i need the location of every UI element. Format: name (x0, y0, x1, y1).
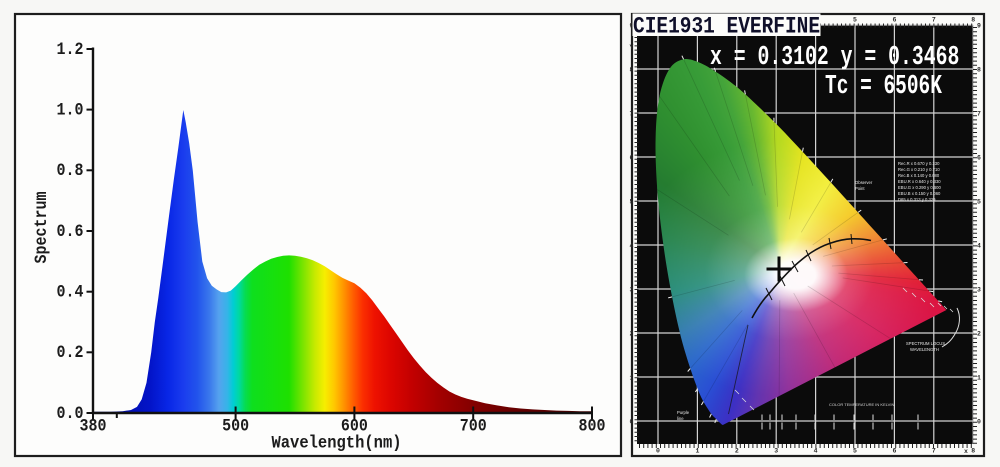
svg-text:Y: Y (630, 44, 634, 51)
svg-text:4: 4 (630, 243, 634, 250)
svg-text:4: 4 (814, 448, 818, 455)
svg-text:7: 7 (630, 111, 634, 118)
svg-text:4: 4 (977, 243, 981, 250)
svg-text:1: 1 (630, 375, 634, 382)
svg-text:Point: Point (855, 186, 865, 191)
svg-text:8: 8 (971, 448, 975, 455)
svg-text:0: 0 (977, 419, 981, 426)
svg-text:6: 6 (977, 155, 981, 162)
svg-text:3: 3 (977, 287, 981, 294)
svg-text:7: 7 (932, 17, 936, 24)
svg-text:0.6: 0.6 (57, 222, 84, 241)
svg-text:5: 5 (977, 199, 981, 206)
svg-text:0.4: 0.4 (57, 283, 84, 302)
svg-text:x: x (964, 448, 968, 455)
svg-text:SPECTRUM LOCUS: SPECTRUM LOCUS (906, 341, 945, 346)
svg-text:6: 6 (630, 155, 634, 162)
svg-text:8: 8 (971, 17, 975, 24)
svg-text:600: 600 (341, 417, 368, 436)
svg-text:0.8: 0.8 (57, 161, 84, 180)
svg-text:7: 7 (932, 448, 936, 455)
svg-text:D65 x 0.313 y 0.329: D65 x 0.313 y 0.329 (898, 197, 936, 202)
svg-text:Observer: Observer (855, 180, 873, 185)
svg-text:Tc = 6506K: Tc = 6506K (825, 71, 943, 102)
svg-text:7: 7 (977, 111, 981, 118)
svg-text:Wavelength(nm): Wavelength(nm) (271, 434, 401, 454)
svg-text:8: 8 (977, 67, 981, 74)
svg-text:6: 6 (892, 17, 896, 24)
svg-text:EBU.G x 0.290 y 0.600: EBU.G x 0.290 y 0.600 (898, 185, 942, 190)
svg-text:5: 5 (853, 17, 857, 24)
svg-text:2: 2 (735, 448, 739, 455)
svg-text:9: 9 (630, 23, 634, 30)
svg-text:1.2: 1.2 (57, 40, 84, 59)
svg-text:9: 9 (977, 23, 981, 30)
svg-text:1: 1 (695, 448, 699, 455)
svg-text:2: 2 (630, 331, 634, 338)
svg-text:2: 2 (977, 331, 981, 338)
svg-text:5: 5 (630, 199, 634, 206)
svg-text:6: 6 (892, 448, 896, 455)
svg-text:Rec.G x 0.210 y 0.710: Rec.G x 0.210 y 0.710 (898, 167, 940, 172)
svg-text:700: 700 (460, 417, 487, 436)
svg-text:Spectrum: Spectrum (32, 191, 51, 263)
svg-text:1: 1 (977, 375, 981, 382)
svg-text:Rec.B x 0.140 y 0.080: Rec.B x 0.140 y 0.080 (898, 173, 940, 178)
svg-text:0.2: 0.2 (57, 343, 84, 362)
svg-text:0: 0 (656, 448, 660, 455)
svg-text:COLOR TEMPERATURE IN KELVIN: COLOR TEMPERATURE IN KELVIN (829, 402, 894, 407)
svg-text:500: 500 (222, 417, 249, 436)
svg-text:5: 5 (853, 448, 857, 455)
svg-text:WAVELENGTH: WAVELENGTH (910, 347, 939, 352)
svg-text:EBU.R x 0.640 y 0.330: EBU.R x 0.640 y 0.330 (898, 179, 941, 184)
svg-text:Purple: Purple (677, 410, 690, 415)
svg-text:line: line (677, 416, 684, 421)
svg-text:Rec.R x 0.670 y 0.330: Rec.R x 0.670 y 0.330 (898, 161, 940, 166)
svg-text:x = 0.3102 y = 0.3468: x = 0.3102 y = 0.3468 (710, 42, 959, 73)
svg-text:CIE1931 EVERFINE: CIE1931 EVERFINE (633, 14, 820, 40)
svg-text:8: 8 (630, 67, 634, 74)
svg-text:1.0: 1.0 (57, 101, 84, 120)
svg-text:3: 3 (774, 448, 778, 455)
svg-text:800: 800 (579, 417, 606, 436)
svg-text:3: 3 (630, 287, 634, 294)
svg-text:0: 0 (630, 419, 634, 426)
svg-text:EBU.B x 0.150 y 0.060: EBU.B x 0.150 y 0.060 (898, 191, 941, 196)
svg-text:380: 380 (80, 417, 107, 436)
svg-text:0.0: 0.0 (57, 404, 84, 423)
